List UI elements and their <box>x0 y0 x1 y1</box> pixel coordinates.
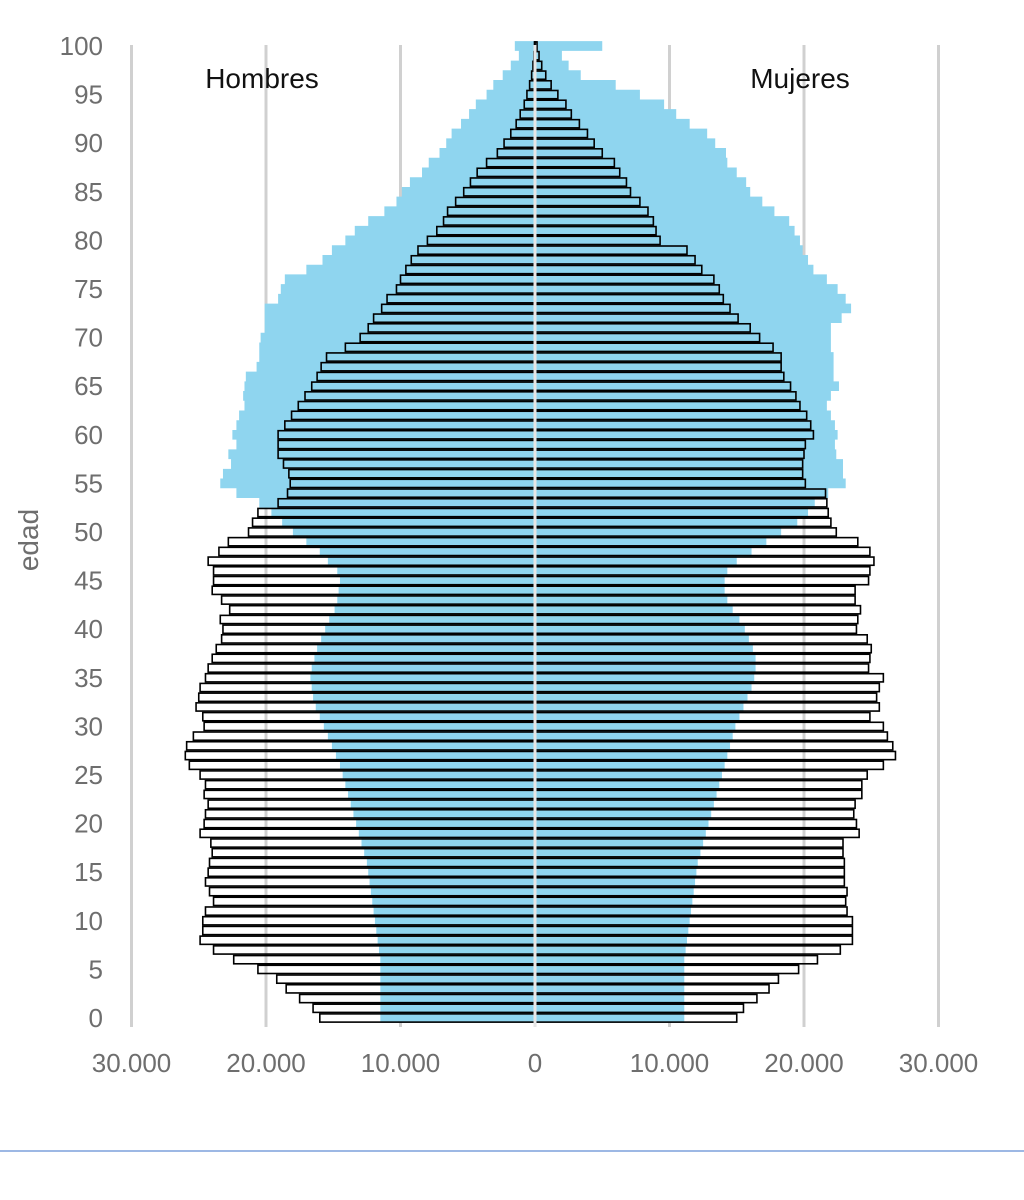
x-tick-labels: 30.000 20.000 10.000 0 10.000 20.000 30.000 <box>92 1048 979 1078</box>
y-tick-label: 20 <box>74 809 103 839</box>
x-tick-label: 0 <box>528 1048 542 1078</box>
y-tick-label: 25 <box>74 760 103 790</box>
y-tick-label: 10 <box>74 906 103 936</box>
y-tick-labels: 0 5 10 15 20 25 30 35 40 45 50 55 60 65 70 75 80 85 90 95 10… <box>60 31 103 1033</box>
y-tick-label: 15 <box>74 857 103 887</box>
y-tick-label: 50 <box>74 517 103 547</box>
y-tick-label: 70 <box>74 323 103 353</box>
y-tick-label: 40 <box>74 614 103 644</box>
right-series-label: Mujeres <box>750 63 850 94</box>
y-axis-title: edad <box>13 509 44 571</box>
y-tick-label: 45 <box>74 566 103 596</box>
bottom-divider <box>0 1150 1024 1152</box>
x-tick-label: 30.000 <box>899 1048 979 1078</box>
age-bars <box>184 41 897 1023</box>
y-tick-label: 75 <box>74 274 103 304</box>
y-tick-label: 35 <box>74 663 103 693</box>
y-tick-label: 65 <box>74 371 103 401</box>
y-tick-label: 90 <box>74 128 103 158</box>
y-tick-label: 55 <box>74 468 103 498</box>
y-tick-label: 85 <box>74 177 103 207</box>
y-tick-label: 5 <box>89 954 103 984</box>
y-tick-label: 30 <box>74 711 103 741</box>
population-pyramid-chart: 30.000 20.000 10.000 0 10.000 20.000 30.000 0 5… <box>13 31 979 1078</box>
y-tick-label: 0 <box>89 1003 103 1033</box>
x-tick-label: 20.000 <box>764 1048 844 1078</box>
x-tick-label: 10.000 <box>361 1048 441 1078</box>
y-tick-label: 80 <box>74 225 103 255</box>
x-tick-label: 30.000 <box>92 1048 172 1078</box>
y-tick-label: 95 <box>74 80 103 110</box>
y-tick-label: 100 <box>60 31 103 61</box>
x-tick-label: 10.000 <box>630 1048 710 1078</box>
y-tick-label: 60 <box>74 420 103 450</box>
x-tick-label: 20.000 <box>226 1048 306 1078</box>
left-series-label: Hombres <box>205 63 319 94</box>
